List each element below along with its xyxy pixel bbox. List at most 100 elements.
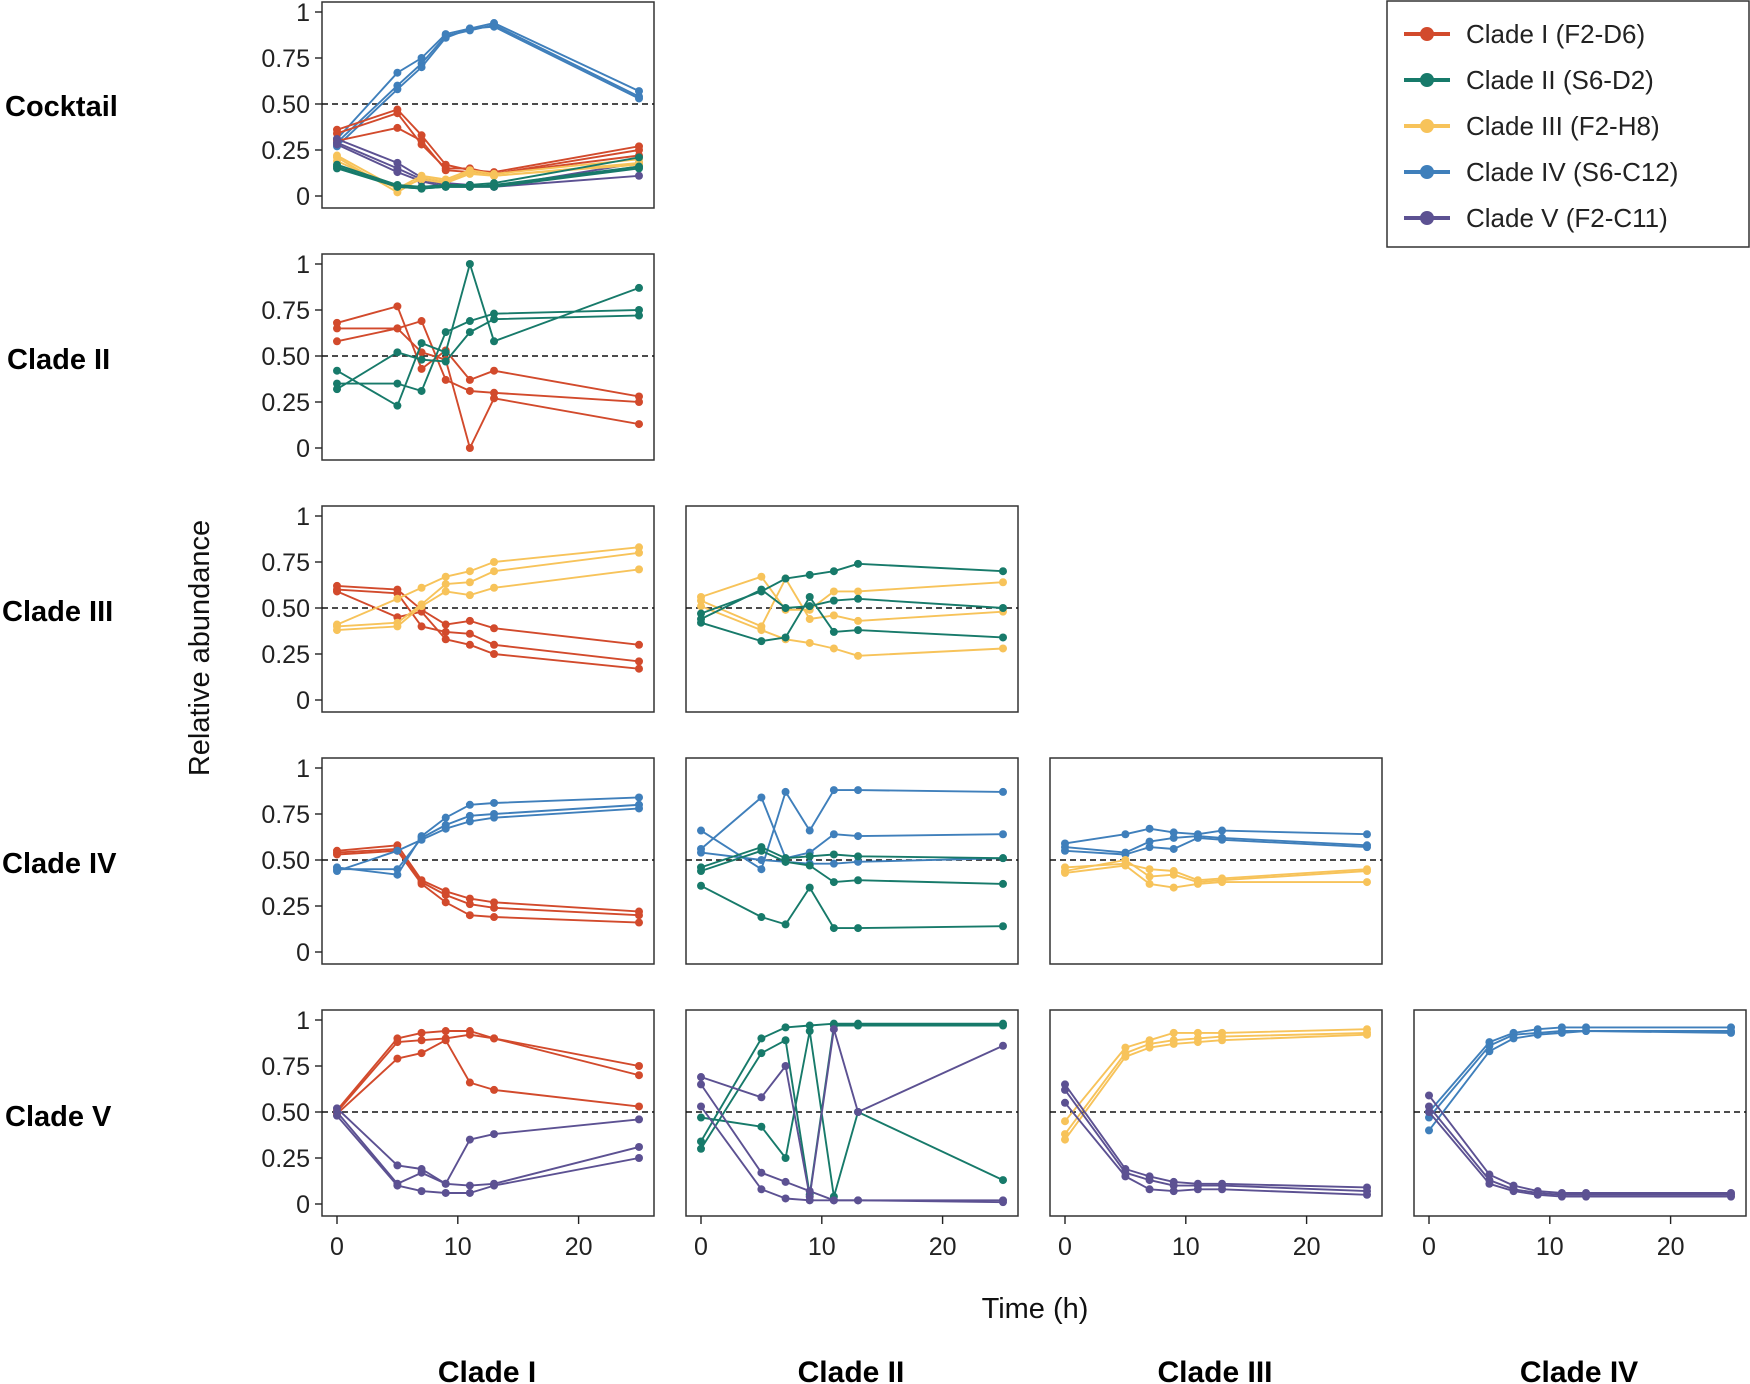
data-point [333, 1111, 341, 1120]
data-point [854, 832, 863, 841]
y-tick-label: 0.25 [261, 893, 310, 921]
x-tick-label: 20 [1657, 1233, 1685, 1261]
y-tick-label: 0.50 [261, 847, 310, 875]
data-point [635, 793, 643, 802]
y-tick-label: 0.50 [261, 91, 310, 119]
data-point [441, 348, 450, 357]
data-point [757, 572, 766, 581]
series-c3 [333, 565, 643, 635]
data-point [757, 793, 766, 802]
data-point [805, 602, 814, 611]
data-point [465, 567, 474, 576]
x-tick-label: 10 [1536, 1233, 1564, 1261]
panel-r4-c3: 0 10 20 [1413, 1009, 1747, 1261]
data-point [417, 136, 426, 145]
data-point [635, 1115, 643, 1124]
row-label-clade-ii: Clade II [7, 344, 110, 376]
legend-label: Clade II (S6-D2) [1466, 65, 1654, 95]
data-point [490, 1085, 499, 1094]
data-point [781, 1023, 790, 1032]
data-point [757, 626, 766, 635]
series-c4 [697, 786, 1007, 874]
data-point [393, 589, 402, 598]
row-label-clade-iii: Clade III [2, 596, 113, 628]
panel-frame [685, 1009, 1019, 1217]
series-c2 [697, 881, 1007, 933]
data-point [393, 324, 402, 333]
data-point [441, 898, 450, 907]
data-point [441, 1027, 450, 1036]
data-point [1425, 1102, 1433, 1111]
data-point [333, 379, 341, 388]
data-point [635, 657, 643, 666]
data-point [805, 1196, 814, 1205]
column-labels: Clade I Clade II Clade III Clade IV [438, 1356, 1638, 1384]
data-point [465, 386, 474, 395]
data-point [465, 260, 474, 268]
data-point [1121, 861, 1130, 870]
data-point [490, 583, 499, 592]
panel-r3-c1 [685, 757, 1019, 965]
data-point [1509, 1034, 1518, 1043]
y-tick-label: 0.75 [261, 297, 310, 325]
data-point [1169, 1187, 1178, 1196]
data-point [1557, 1192, 1566, 1201]
data-point [490, 394, 499, 403]
legend-item-c5: Clade V (F2-C11) [1404, 203, 1668, 233]
data-point [465, 591, 474, 600]
data-point [999, 787, 1007, 796]
data-point [1169, 1039, 1178, 1048]
panel-r4-c2: 0 10 20 [1049, 1009, 1383, 1261]
data-point [490, 903, 499, 912]
data-point [490, 624, 499, 633]
data-point [697, 1144, 705, 1153]
data-point [1193, 1185, 1202, 1194]
data-point [854, 616, 863, 625]
data-point [854, 587, 863, 596]
data-point [697, 848, 705, 857]
data-point [999, 604, 1007, 612]
data-point [635, 164, 643, 173]
data-point [441, 580, 450, 589]
data-point [417, 175, 426, 184]
y-tick-label: 0.75 [261, 549, 310, 577]
data-point [441, 375, 450, 384]
data-point [1169, 1181, 1178, 1190]
data-point [333, 164, 341, 173]
x-tick-label: 0 [1422, 1233, 1436, 1261]
data-point [805, 1027, 814, 1036]
x-axis-title: Time (h) [982, 1293, 1089, 1325]
data-point [635, 565, 643, 574]
panel-r4-c1: 0 10 20 [685, 1009, 1019, 1261]
data-point [333, 587, 341, 596]
data-point [1145, 843, 1154, 852]
data-point [441, 33, 450, 42]
data-point [465, 911, 474, 920]
legend-swatch-marker [1420, 27, 1434, 41]
data-point [393, 1054, 402, 1063]
data-point [465, 24, 474, 33]
data-point [1121, 1043, 1130, 1052]
data-point [635, 94, 643, 103]
data-point [635, 804, 643, 813]
data-point [1193, 879, 1202, 888]
data-point [393, 1181, 402, 1190]
data-point [1169, 1028, 1178, 1037]
data-point [1363, 1190, 1371, 1199]
data-point [1145, 879, 1154, 888]
data-point [805, 592, 814, 601]
data-point [697, 1080, 705, 1089]
data-point [697, 609, 705, 618]
data-point [1193, 833, 1202, 842]
data-point [635, 311, 643, 320]
panel-frame [685, 757, 1019, 965]
data-point [999, 830, 1007, 839]
y-tick-label: 0 [296, 183, 310, 211]
data-point [441, 824, 450, 833]
data-point [697, 881, 705, 890]
data-point [697, 1137, 705, 1146]
series-c2 [697, 585, 1007, 624]
data-point [829, 830, 838, 839]
data-point [393, 123, 402, 132]
data-point [393, 401, 402, 410]
